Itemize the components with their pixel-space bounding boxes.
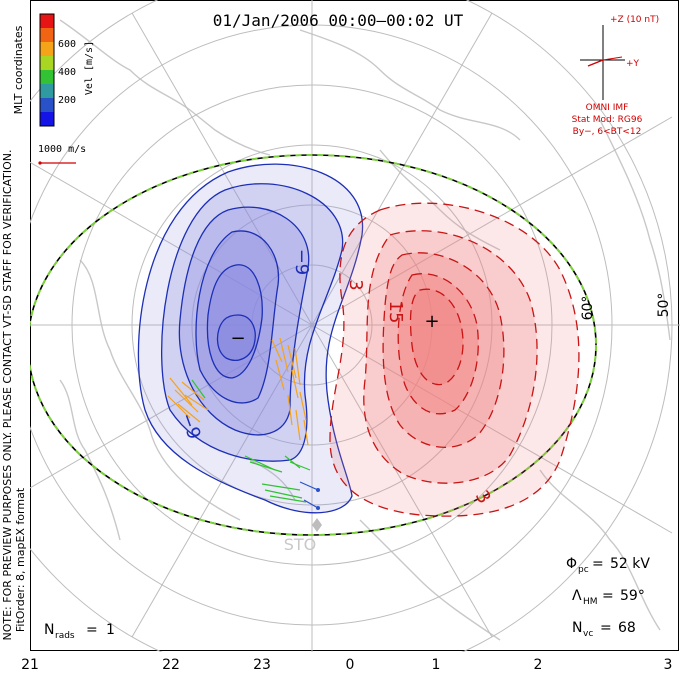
- mlt-axis: 21 22 23 0 1 2 3: [21, 657, 672, 673]
- imf-dial: [580, 25, 625, 100]
- colorbar-title: Vel [m/s]: [84, 41, 95, 95]
- svg-text:rads: rads: [55, 631, 75, 641]
- vector-scale-dot: [38, 161, 42, 165]
- svg-text:68: 68: [618, 620, 636, 636]
- fit-order-note: FitOrder: 8, mapEX format: [14, 487, 27, 632]
- potential-minimum-marker: −: [230, 328, 245, 349]
- colorbar-segment: [40, 14, 54, 29]
- imf-y-label: +Y: [626, 59, 640, 69]
- svg-text:52 kV: 52 kV: [610, 556, 650, 572]
- velocity-colorbar: [39, 13, 55, 127]
- mlt-tick: 22: [162, 657, 180, 673]
- stat-n-vc: N vc = 68: [572, 620, 636, 639]
- svg-text:=: =: [86, 622, 98, 638]
- colorbar-segment: [40, 28, 54, 43]
- imf-source: OMNI IMF: [586, 103, 629, 113]
- svg-text:N: N: [44, 622, 54, 638]
- colorbar-tick: 200: [58, 95, 76, 106]
- velocity-vectors: [167, 337, 320, 510]
- stat-n-rads: N rads = 1: [44, 622, 115, 641]
- mlt-tick: 3: [664, 657, 673, 673]
- imf-condition: By−, 6<BT<12: [573, 127, 642, 137]
- mlt-tick: 2: [534, 657, 543, 673]
- pos-contour-label: 3: [345, 279, 366, 290]
- lat-label-60: 60°: [580, 296, 596, 321]
- station-marker: [312, 518, 322, 532]
- coastlines: [59, 19, 671, 641]
- colorbar-segment: [40, 70, 54, 85]
- map-title: 01/Jan/2006 00:00–00:02 UT: [213, 11, 464, 30]
- preview-note: NOTE: FOR PREVIEW PURPOSES ONLY. PLEASE …: [1, 149, 14, 640]
- svg-text:HM: HM: [583, 597, 598, 607]
- svg-text:=: =: [592, 556, 604, 572]
- positive-potential-cell: [329, 202, 580, 517]
- svg-text:N: N: [572, 620, 582, 636]
- vector-scale-label: 1000 m/s: [38, 144, 86, 155]
- svg-text:Λ: Λ: [572, 588, 582, 604]
- svg-text:=: =: [602, 588, 614, 604]
- lat-label-50: 50°: [656, 293, 672, 318]
- negative-potential-cell: [137, 163, 364, 514]
- svg-text:1: 1: [106, 622, 115, 638]
- mlt-tick: 0: [346, 657, 355, 673]
- coord-system-label: MLT coordinates: [12, 25, 25, 114]
- svg-text:vc: vc: [583, 629, 593, 639]
- colorbar-segment: [40, 112, 54, 127]
- svg-text:=: =: [600, 620, 612, 636]
- colorbar-frame: [39, 13, 55, 127]
- mlt-tick: 1: [432, 657, 441, 673]
- svg-text:pc: pc: [578, 565, 589, 575]
- neg-contour-label: −9: [291, 249, 312, 276]
- colorbar-segment: [40, 42, 54, 57]
- mlt-tick: 21: [21, 657, 39, 673]
- colorbar-segment: [40, 98, 54, 113]
- colorbar-tick: 400: [58, 67, 76, 78]
- colorbar-segment: [40, 84, 54, 99]
- stat-lambda-hm: Λ HM = 59°: [572, 588, 645, 607]
- imf-model: Stat Mod: RG96: [572, 115, 643, 125]
- mlt-tick: 23: [253, 657, 271, 673]
- svg-text:59°: 59°: [620, 588, 645, 604]
- stat-phi-pc: Φ pc = 52 kV: [566, 556, 650, 575]
- svg-text:Φ: Φ: [566, 556, 577, 572]
- station-label: STO: [284, 535, 317, 554]
- pos-contour-label: 15: [385, 301, 406, 324]
- potential-maximum-marker: +: [424, 311, 439, 332]
- imf-z-label: +Z (10 nT): [610, 15, 659, 25]
- colorbar-segment: [40, 56, 54, 71]
- hm-boundary-dash: [30, 154, 597, 536]
- colorbar-tick: 600: [58, 39, 76, 50]
